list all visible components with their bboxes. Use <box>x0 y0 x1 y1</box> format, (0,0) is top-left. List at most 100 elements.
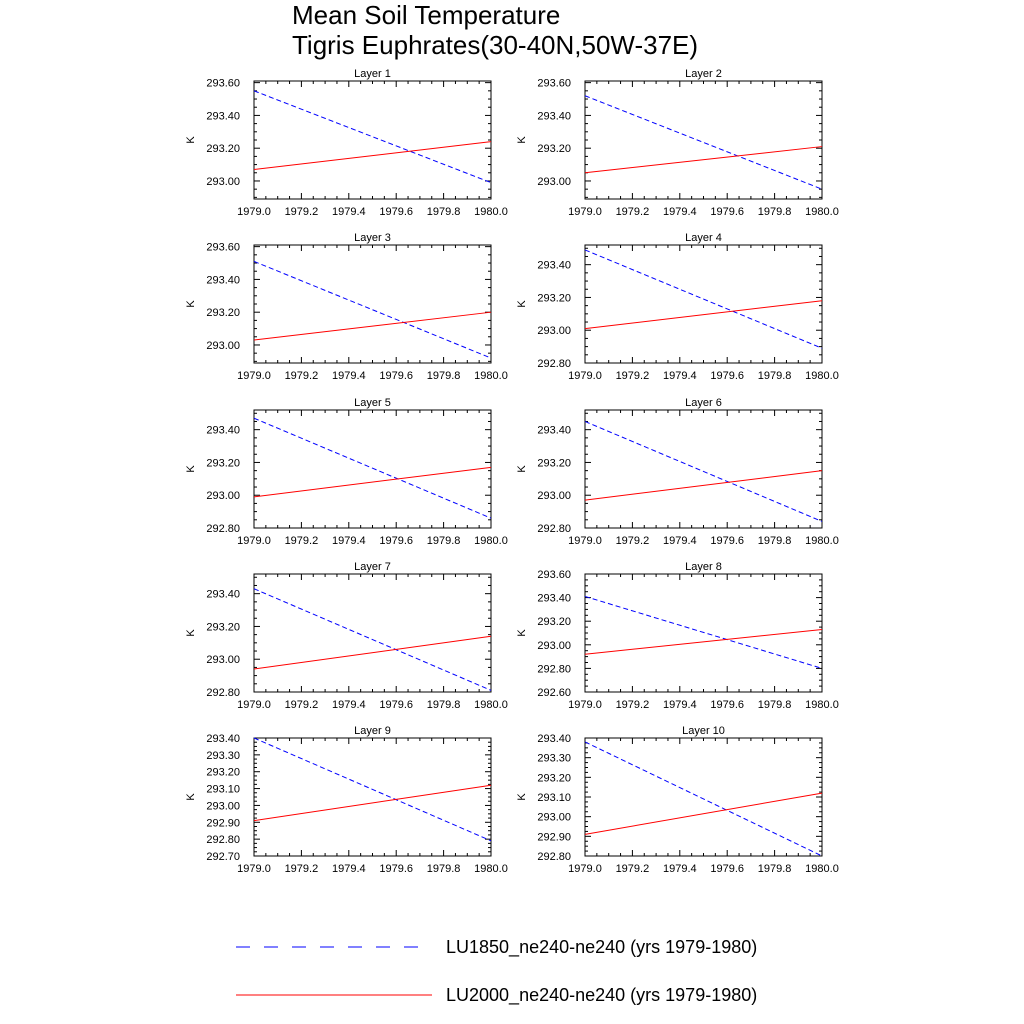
series-lu2000-line <box>253 784 492 822</box>
series-lu1850-line <box>253 417 492 519</box>
x-tick-label: 1979.2 <box>616 206 650 218</box>
x-tick-label: 1979.2 <box>616 699 650 711</box>
y-tick-label: 293.20 <box>206 767 240 779</box>
series-lu1850-line <box>584 595 823 669</box>
y-tick-label: 293.40 <box>537 593 571 605</box>
series-lu1850-line <box>584 741 823 857</box>
x-tick-label: 1980.0 <box>805 535 839 547</box>
panel-title: Layer 9 <box>354 725 391 737</box>
y-tick-label: 292.80 <box>537 523 571 535</box>
series-lu1850-line <box>584 249 823 349</box>
x-tick-label: 1979.4 <box>663 535 697 547</box>
y-tick-label: 293.40 <box>206 733 240 745</box>
y-tick-label: 293.00 <box>537 325 571 337</box>
y-axis-label: K <box>185 629 197 637</box>
y-tick-label: 293.30 <box>206 750 240 762</box>
series-lu1850-line <box>253 737 492 842</box>
y-tick-label: 293.10 <box>206 784 240 796</box>
x-tick-label: 1979.2 <box>616 863 650 875</box>
y-tick-label: 293.00 <box>206 176 240 188</box>
x-tick-label: 1979.6 <box>379 863 413 875</box>
panel-title: Layer 4 <box>685 232 722 244</box>
x-tick-label: 1979.6 <box>710 863 744 875</box>
panel-5: Layer 5 K 1979.0 1979.2 1979.4 1979.6 1979.8 19… <box>185 397 508 547</box>
y-tick-label: 293.00 <box>537 812 571 824</box>
panel-7: Layer 7 K 1979.0 1979.2 1979.4 1979.6 1979.8 19… <box>185 561 508 711</box>
y-tick-label: 293.00 <box>206 800 240 812</box>
x-tick-label: 1979.8 <box>427 370 461 382</box>
y-tick-label: 293.10 <box>537 792 571 804</box>
y-axis-label: K <box>516 629 528 637</box>
legend: LU1850_ne240-ne240 (yrs 1979-1980) LU2000… <box>236 937 757 1006</box>
series-lu1850-line <box>253 90 492 184</box>
x-tick-label: 1979.6 <box>379 535 413 547</box>
figure-title: Mean Soil Temperature Tigris Euphrates(3… <box>292 0 892 60</box>
y-tick-label: 292.80 <box>206 687 240 699</box>
x-tick-label: 1979.6 <box>710 206 744 218</box>
y-tick-label: 292.80 <box>206 523 240 535</box>
y-axis-label: K <box>516 465 528 473</box>
x-tick-label: 1979.2 <box>616 535 650 547</box>
panel-title: Layer 8 <box>685 561 722 573</box>
panel-title: Layer 1 <box>354 68 391 80</box>
x-tick-label: 1980.0 <box>805 370 839 382</box>
y-tick-label: 293.60 <box>537 569 571 581</box>
x-tick-label: 1979.0 <box>568 370 602 382</box>
y-tick-label: 293.40 <box>537 425 571 437</box>
x-tick-label: 1980.0 <box>474 699 508 711</box>
x-tick-label: 1979.6 <box>379 370 413 382</box>
series-lu2000-line <box>584 792 823 835</box>
y-tick-label: 293.00 <box>206 340 240 352</box>
panel-1: Layer 1 K 1979.0 1979.2 1979.4 1979.6 1979.8 19… <box>185 68 508 218</box>
series-lu2000-line <box>253 635 492 670</box>
x-tick-label: 1979.6 <box>379 206 413 218</box>
y-tick-label: 293.00 <box>537 176 571 188</box>
plot-frame <box>253 737 492 857</box>
x-tick-label: 1980.0 <box>474 206 508 218</box>
x-tick-label: 1979.0 <box>237 206 271 218</box>
panels-group: Layer 1 K 1979.0 1979.2 1979.4 1979.6 1979.8 19… <box>185 68 839 875</box>
series-lu1850-line <box>584 95 823 190</box>
series-lu1850-line <box>253 260 492 359</box>
x-tick-label: 1979.4 <box>332 206 366 218</box>
y-axis-label: K <box>516 136 528 144</box>
y-tick-label: 293.00 <box>537 640 571 652</box>
y-tick-label: 292.90 <box>206 817 240 829</box>
panel-title: Layer 7 <box>354 561 391 573</box>
x-tick-label: 1979.2 <box>285 535 319 547</box>
panel-9: Layer 9 K 1979.0 1979.2 1979.4 1979.6 1979.8 19… <box>185 725 508 875</box>
y-tick-label: 292.80 <box>206 834 240 846</box>
y-tick-label: 293.20 <box>206 143 240 155</box>
legend-label-1: LU1850_ne240-ne240 (yrs 1979-1980) <box>446 937 757 958</box>
x-tick-label: 1979.8 <box>758 863 792 875</box>
x-tick-label: 1979.8 <box>427 699 461 711</box>
y-axis-label: K <box>516 793 528 801</box>
plot-frame <box>253 409 492 529</box>
y-tick-label: 293.40 <box>206 110 240 122</box>
plot-frame <box>584 80 823 200</box>
y-tick-label: 293.40 <box>537 260 571 272</box>
y-tick-label: 293.40 <box>206 425 240 437</box>
panel-3: Layer 3 K 1979.0 1979.2 1979.4 1979.6 1979.8 19… <box>185 232 508 382</box>
x-tick-label: 1979.0 <box>568 863 602 875</box>
plot-frame <box>253 573 492 693</box>
series-lu2000-line <box>253 311 492 341</box>
series-lu1850-line <box>253 588 492 691</box>
y-axis-label: K <box>185 465 197 473</box>
y-tick-label: 292.90 <box>537 831 571 843</box>
x-tick-label: 1979.4 <box>663 863 697 875</box>
title-line-1: Mean Soil Temperature <box>292 0 561 30</box>
x-tick-label: 1979.4 <box>332 370 366 382</box>
panel-title: Layer 5 <box>354 397 391 409</box>
x-tick-label: 1980.0 <box>474 535 508 547</box>
y-tick-label: 293.60 <box>206 78 240 90</box>
y-tick-label: 293.40 <box>537 110 571 122</box>
y-tick-label: 293.20 <box>206 307 240 319</box>
plot-frame <box>584 737 823 857</box>
x-tick-label: 1980.0 <box>474 863 508 875</box>
x-tick-label: 1980.0 <box>805 206 839 218</box>
panel-8: Layer 8 K 1979.0 1979.2 1979.4 1979.6 1979.8 19… <box>516 561 839 711</box>
y-tick-label: 293.20 <box>537 457 571 469</box>
panel-4: Layer 4 K 1979.0 1979.2 1979.4 1979.6 1979.8 19… <box>516 232 839 382</box>
